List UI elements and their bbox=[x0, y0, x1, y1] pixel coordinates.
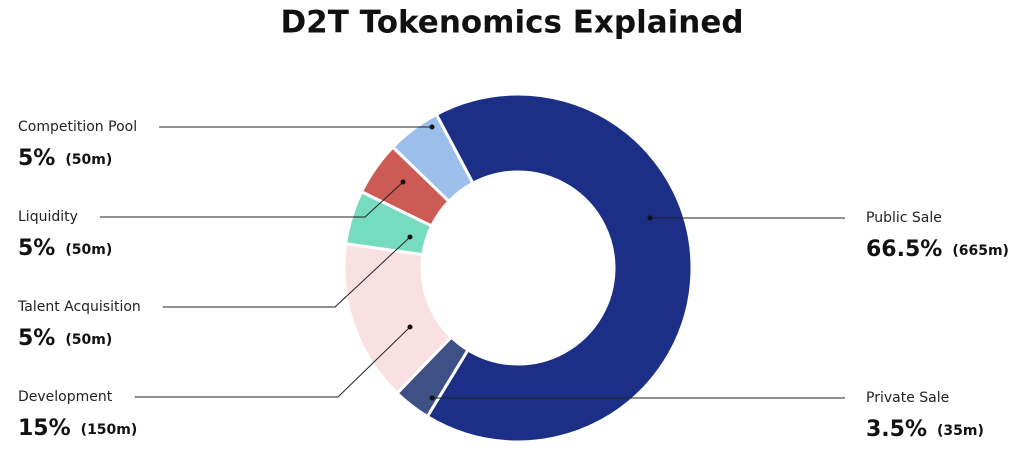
value-label: 5% bbox=[18, 146, 55, 171]
amount-label: (665m) bbox=[952, 243, 1009, 259]
slice-label: Competition Pool bbox=[18, 119, 137, 135]
leader-line bbox=[134, 326, 411, 398]
leader-line bbox=[99, 181, 404, 218]
leader-dot bbox=[407, 234, 413, 240]
value-label: 66.5% bbox=[866, 237, 942, 262]
donut-slice bbox=[425, 92, 694, 444]
leader-line bbox=[162, 236, 411, 308]
value-label: 5% bbox=[18, 236, 55, 261]
amount-label: (50m) bbox=[65, 152, 112, 168]
leader-dot bbox=[429, 395, 435, 401]
leader-dot bbox=[647, 215, 653, 221]
slice-label: Private Sale bbox=[866, 390, 949, 406]
chart-title: D2T Tokenomics Explained bbox=[280, 5, 743, 41]
slice-label: Development bbox=[18, 389, 113, 405]
slice-label: Talent Acquisition bbox=[17, 299, 141, 315]
leader-dot bbox=[407, 324, 413, 330]
amount-label: (150m) bbox=[81, 422, 138, 438]
value-label: 15% bbox=[18, 416, 71, 441]
amount-label: (35m) bbox=[937, 423, 984, 439]
amount-label: (50m) bbox=[65, 242, 112, 258]
amount-label: (50m) bbox=[65, 332, 112, 348]
value-label: 5% bbox=[18, 326, 55, 351]
value-label: 3.5% bbox=[866, 417, 927, 442]
slice-label: Public Sale bbox=[866, 210, 942, 226]
leader-dot bbox=[400, 179, 406, 185]
donut-slice bbox=[390, 112, 475, 204]
slice-label: Liquidity bbox=[18, 209, 78, 225]
leader-dot bbox=[429, 124, 435, 130]
